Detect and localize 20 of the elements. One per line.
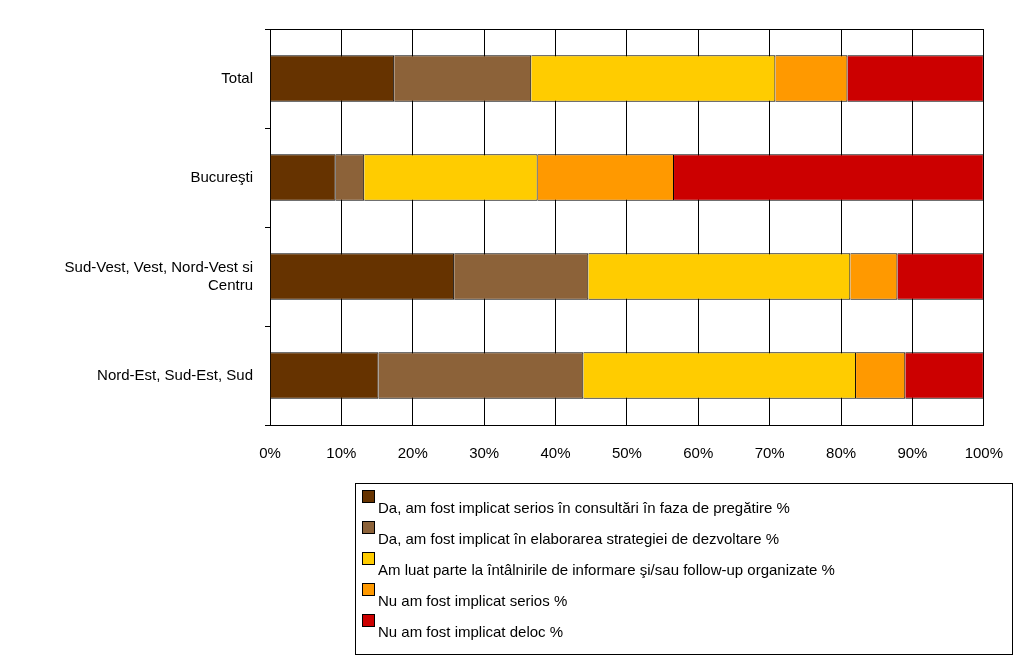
x-tick-label: 90% — [897, 444, 928, 462]
x-tick-label: 80% — [826, 444, 857, 462]
legend-label: Da, am fost implicat în elaborarea strategiei de dezvoltare % — [378, 530, 780, 547]
x-tick-label: 0% — [259, 444, 281, 462]
x-tick-label: 10% — [326, 444, 357, 462]
y-tick-label: Total — [221, 68, 253, 86]
x-tick-label: 50% — [611, 444, 642, 462]
y-tick-label: Sud-Vest, Vest, Nord-Vest si Centru — [64, 257, 253, 293]
y-tick-label: Bucureşti — [190, 167, 253, 185]
x-tick-label: 70% — [754, 444, 785, 462]
x-tick-label: 40% — [540, 444, 571, 462]
legend-label: Nu am fost implicat serios % — [378, 592, 568, 609]
y-tick-label: Nord-Est, Sud-Est, Sud — [97, 365, 253, 383]
x-tick-label: 20% — [397, 444, 428, 462]
x-tick-label: 30% — [469, 444, 500, 462]
x-tick-label: 100% — [964, 444, 1004, 462]
x-tick-label: 60% — [683, 444, 714, 462]
legend-label: Nu am fost implicat deloc % — [378, 623, 564, 640]
legend-label: Am luat parte la întâlnirile de informare şi/sau follow-up organizate % — [378, 561, 835, 578]
legend-label: Da, am fost implicat serios în consultări în faza de pregătire % — [378, 499, 790, 516]
